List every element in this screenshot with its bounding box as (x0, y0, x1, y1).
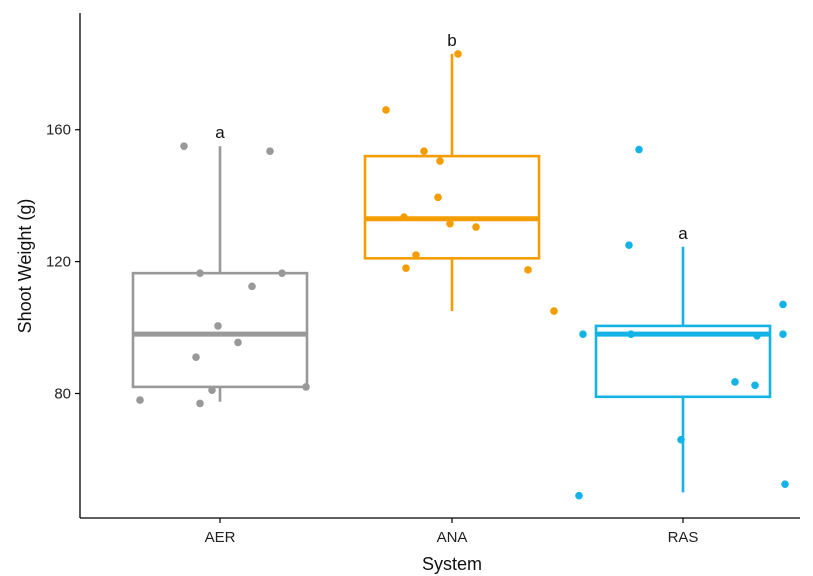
data-point (214, 322, 222, 330)
points-layer (136, 50, 789, 500)
data-point (248, 282, 256, 291)
data-point (420, 147, 428, 155)
box (131, 271, 309, 389)
x-tick-label: RAS (668, 529, 699, 546)
data-point (454, 50, 462, 58)
data-point (436, 157, 444, 165)
data-point (781, 480, 789, 488)
significance-label: b (447, 31, 456, 50)
significance-label: a (215, 123, 225, 142)
data-point (400, 213, 408, 221)
data-point (234, 338, 242, 347)
data-point (731, 378, 739, 386)
data-point (446, 219, 454, 228)
y-tick-label: 160 (46, 122, 71, 139)
box (594, 324, 772, 399)
data-point (677, 435, 685, 444)
data-point (779, 330, 787, 338)
data-point (472, 223, 480, 231)
data-point (753, 332, 761, 340)
box (363, 154, 541, 260)
data-point (627, 330, 635, 338)
data-point (136, 396, 144, 404)
x-tick-label: ANA (437, 529, 468, 546)
data-point (196, 269, 204, 277)
x-ticks-layer: AER ANA RAS (205, 518, 699, 546)
y-tick-label: 80 (54, 386, 71, 403)
significance-label: a (678, 224, 688, 243)
data-point (412, 251, 420, 259)
data-point (278, 269, 286, 277)
y-ticks-layer: 80 120 160 (46, 122, 80, 403)
data-point (579, 330, 587, 338)
x-tick-label: AER (205, 529, 236, 546)
data-point (434, 193, 442, 202)
data-point (635, 145, 643, 154)
data-point (402, 264, 410, 273)
x-axis-title: System (422, 554, 482, 574)
data-point (625, 241, 633, 249)
data-point (382, 106, 390, 114)
data-point (266, 147, 274, 155)
boxes-layer (131, 53, 772, 493)
data-point (524, 266, 532, 274)
significance-labels-layer: a b a (215, 31, 688, 243)
data-point (575, 491, 583, 500)
data-point (302, 383, 310, 391)
data-point (192, 353, 200, 362)
data-point (196, 399, 204, 408)
data-point (208, 386, 216, 395)
y-tick-label: 120 (46, 254, 71, 271)
axes-layer (79, 13, 800, 519)
y-axis-title: Shoot Weight (g) (15, 199, 35, 334)
data-point (779, 300, 787, 309)
data-point (751, 381, 759, 390)
data-point (550, 307, 558, 315)
data-point (180, 142, 188, 151)
